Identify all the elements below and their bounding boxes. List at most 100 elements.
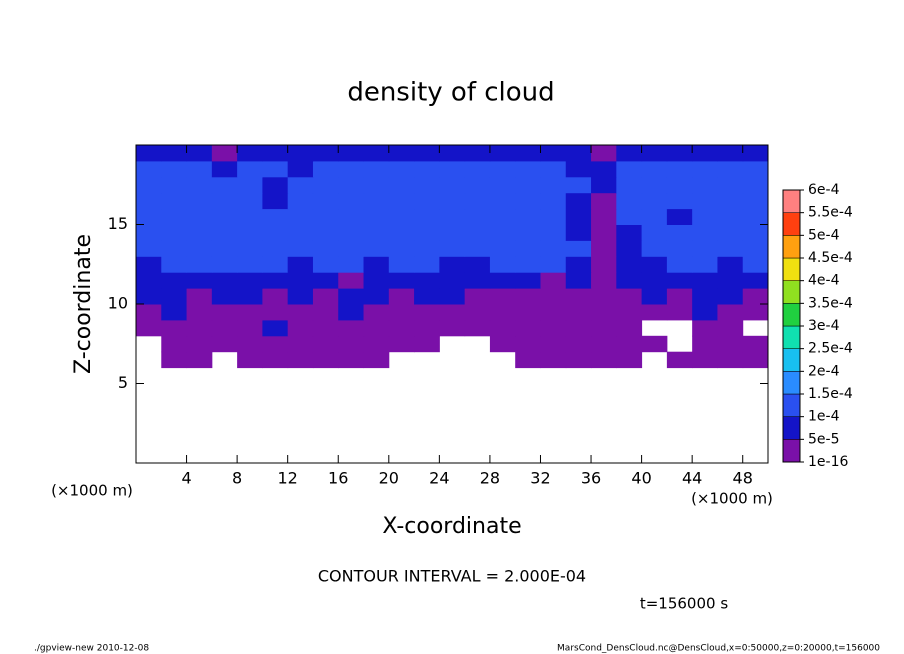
- contour-cell: [515, 256, 541, 273]
- contour-cell: [211, 304, 238, 321]
- contour-cell: [211, 288, 238, 305]
- colorbar-band: [782, 303, 801, 327]
- contour-cell: [616, 319, 643, 337]
- contour-cell: [414, 288, 440, 305]
- contour-cell: [262, 176, 289, 194]
- contour-cell: [591, 176, 617, 194]
- contour-cell: [186, 224, 213, 241]
- contour-cell: [489, 304, 516, 321]
- contour-cell: [742, 145, 769, 162]
- contour-cell: [464, 272, 491, 289]
- contour-cell: [414, 335, 440, 353]
- y-tick-label: 15: [108, 214, 128, 233]
- contour-cell: [591, 304, 617, 321]
- x-tick-label: 24: [429, 469, 449, 488]
- colorbar-label: 5.5e-4: [808, 205, 853, 221]
- contour-cell: [540, 192, 567, 210]
- contour-cell: [363, 160, 390, 178]
- contour-cell: [565, 224, 592, 241]
- contour-cell: [237, 240, 263, 257]
- contour-cell: [717, 160, 744, 178]
- contour-cell: [540, 304, 567, 321]
- contour-cell: [414, 208, 440, 225]
- contour-cell: [565, 256, 592, 273]
- y-tick-label: 5: [118, 373, 128, 392]
- contour-cell: [287, 192, 314, 210]
- contour-cell: [287, 208, 314, 225]
- contour-cell: [641, 240, 668, 257]
- contour-cell: [666, 224, 693, 241]
- contour-cell: [136, 208, 162, 225]
- contour-cell: [666, 240, 693, 257]
- contour-cell: [211, 319, 238, 337]
- contour-cell: [692, 208, 718, 225]
- contour-cell: [641, 176, 668, 194]
- contour-cell: [540, 288, 567, 305]
- colorbar-band: [782, 348, 801, 372]
- contour-cell: [464, 319, 491, 337]
- contour-cell: [591, 256, 617, 273]
- colorbar-band: [782, 416, 801, 440]
- y-axis-label: Z-coordinate: [71, 234, 96, 374]
- contour-cell: [489, 192, 516, 210]
- contour-cell: [591, 272, 617, 289]
- contour-cell: [186, 319, 213, 337]
- contour-cell: [161, 256, 188, 273]
- colorbar-band: [782, 257, 801, 281]
- contour-cell: [136, 240, 162, 257]
- contour-cell: [237, 176, 263, 194]
- contour-cell: [388, 288, 415, 305]
- colorbar-band: [782, 439, 801, 463]
- contour-cell: [338, 351, 365, 369]
- colorbar-band: [782, 212, 801, 236]
- contour-cell: [439, 240, 466, 257]
- contour-cell: [363, 176, 390, 194]
- contour-cell: [742, 208, 769, 225]
- contour-cell: [312, 160, 339, 178]
- contour-cell: [338, 256, 365, 273]
- contour-cell: [489, 319, 516, 337]
- contour-cell: [388, 192, 415, 210]
- colorbar-label: 4.5e-4: [808, 250, 853, 266]
- contour-cell: [591, 208, 617, 225]
- footer-right: MarsCond_DensCloud.nc@DensCloud,x=0:5000…: [557, 644, 880, 654]
- contour-cell: [211, 160, 238, 178]
- contour-cell: [363, 256, 390, 273]
- contour-cell: [540, 160, 567, 178]
- contour-cell: [565, 304, 592, 321]
- contour-cell: [591, 319, 617, 337]
- contour-cell: [742, 272, 769, 289]
- contour-cell: [641, 224, 668, 241]
- contour-field: [136, 145, 769, 369]
- contour-cell: [312, 192, 339, 210]
- contour-cell: [515, 176, 541, 194]
- contour-cell: [237, 272, 263, 289]
- contour-cell: [591, 335, 617, 353]
- contour-cell: [414, 272, 440, 289]
- contour-cell: [565, 335, 592, 353]
- contour-cell: [565, 240, 592, 257]
- contour-cell: [338, 160, 365, 178]
- contour-cell: [692, 319, 718, 337]
- contour-cell: [692, 272, 718, 289]
- contour-cell: [312, 272, 339, 289]
- contour-cell: [565, 192, 592, 210]
- contour-cell: [666, 288, 693, 305]
- contour-cell: [338, 192, 365, 210]
- contour-cell: [136, 192, 162, 210]
- contour-cell: [717, 240, 744, 257]
- contour-cell: [287, 256, 314, 273]
- contour-cell: [136, 319, 162, 337]
- contour-cell: [591, 224, 617, 241]
- x-tick-label: 32: [530, 469, 550, 488]
- contour-cell: [717, 208, 744, 225]
- contour-cell: [136, 272, 162, 289]
- contour-cell: [591, 145, 617, 162]
- contour-cell: [616, 192, 643, 210]
- contour-cell: [666, 145, 693, 162]
- x-tick-label: 4: [181, 469, 191, 488]
- contour-cell: [692, 256, 718, 273]
- y-tick-label: 10: [108, 294, 128, 313]
- contour-cell: [515, 319, 541, 337]
